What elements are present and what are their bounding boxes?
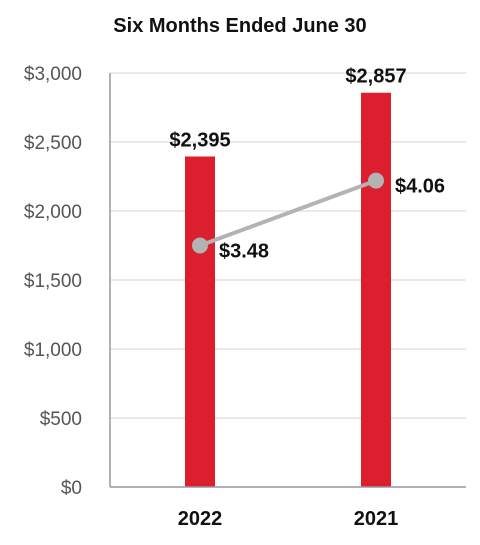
- line-series: $3.48 $4.06: [192, 172, 445, 263]
- line-value-label: $4.06: [395, 176, 445, 198]
- y-tick-label: $1,500: [24, 271, 82, 292]
- x-axis-ticks: 2022 2021: [178, 508, 399, 530]
- bar-value-label: $2,857: [345, 66, 406, 88]
- x-tick-label: 2021: [354, 508, 399, 530]
- y-tick-label: $1,000: [24, 340, 82, 361]
- y-tick-label: $2,500: [24, 133, 82, 154]
- bar-value-label: $2,395: [169, 129, 230, 151]
- y-axis-ticks: $0 $500 $1,000 $1,500 $2,000 $2,500 $3,000: [24, 64, 82, 499]
- bar: [185, 156, 215, 488]
- y-tick-label: $0: [61, 478, 82, 499]
- x-tick-label: 2022: [178, 508, 223, 530]
- y-tick-label: $2,000: [24, 202, 82, 223]
- bar: [361, 92, 391, 487]
- y-tick-label: $3,000: [24, 64, 82, 85]
- line-path: [199, 178, 377, 248]
- line-value-label: $3.48: [219, 241, 269, 263]
- y-tick-label: $500: [40, 409, 82, 430]
- chart-title: Six Months Ended June 30: [113, 15, 366, 37]
- grid-layer: [110, 72, 466, 419]
- line-point: [192, 237, 208, 254]
- line-point: [368, 172, 384, 189]
- bars: $2,395 $2,857: [169, 66, 407, 488]
